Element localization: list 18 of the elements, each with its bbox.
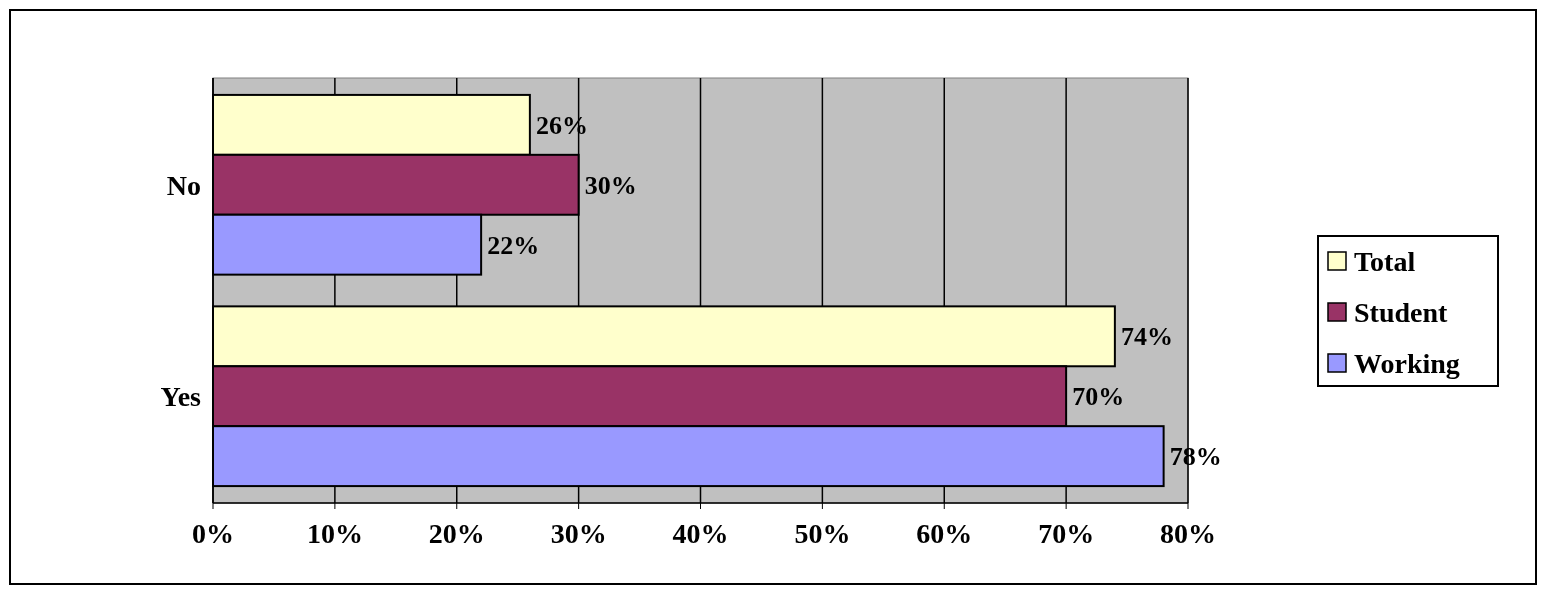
legend-label: Working <box>1354 347 1460 379</box>
x-tick-label: 10% <box>306 518 363 549</box>
data-label: 70% <box>1072 382 1125 412</box>
x-tick-label: 50% <box>794 518 851 549</box>
x-tick-label: 30% <box>550 518 607 549</box>
y-tick-label: Yes <box>160 381 202 413</box>
x-tick-label: 40% <box>672 518 729 549</box>
x-tick-label: 20% <box>428 518 485 549</box>
y-tick-label: No <box>166 169 201 201</box>
legend-label: Student <box>1354 296 1449 328</box>
data-label: 30% <box>584 170 637 200</box>
legend-label: Total <box>1354 245 1416 277</box>
x-tick-label: 80% <box>1160 518 1216 549</box>
x-tick-label: 60% <box>916 518 973 549</box>
x-tick-label: 70% <box>1038 518 1095 549</box>
data-label: 74% <box>1120 322 1173 352</box>
data-label: 22% <box>487 230 540 260</box>
x-tick-label: 0% <box>192 518 234 549</box>
